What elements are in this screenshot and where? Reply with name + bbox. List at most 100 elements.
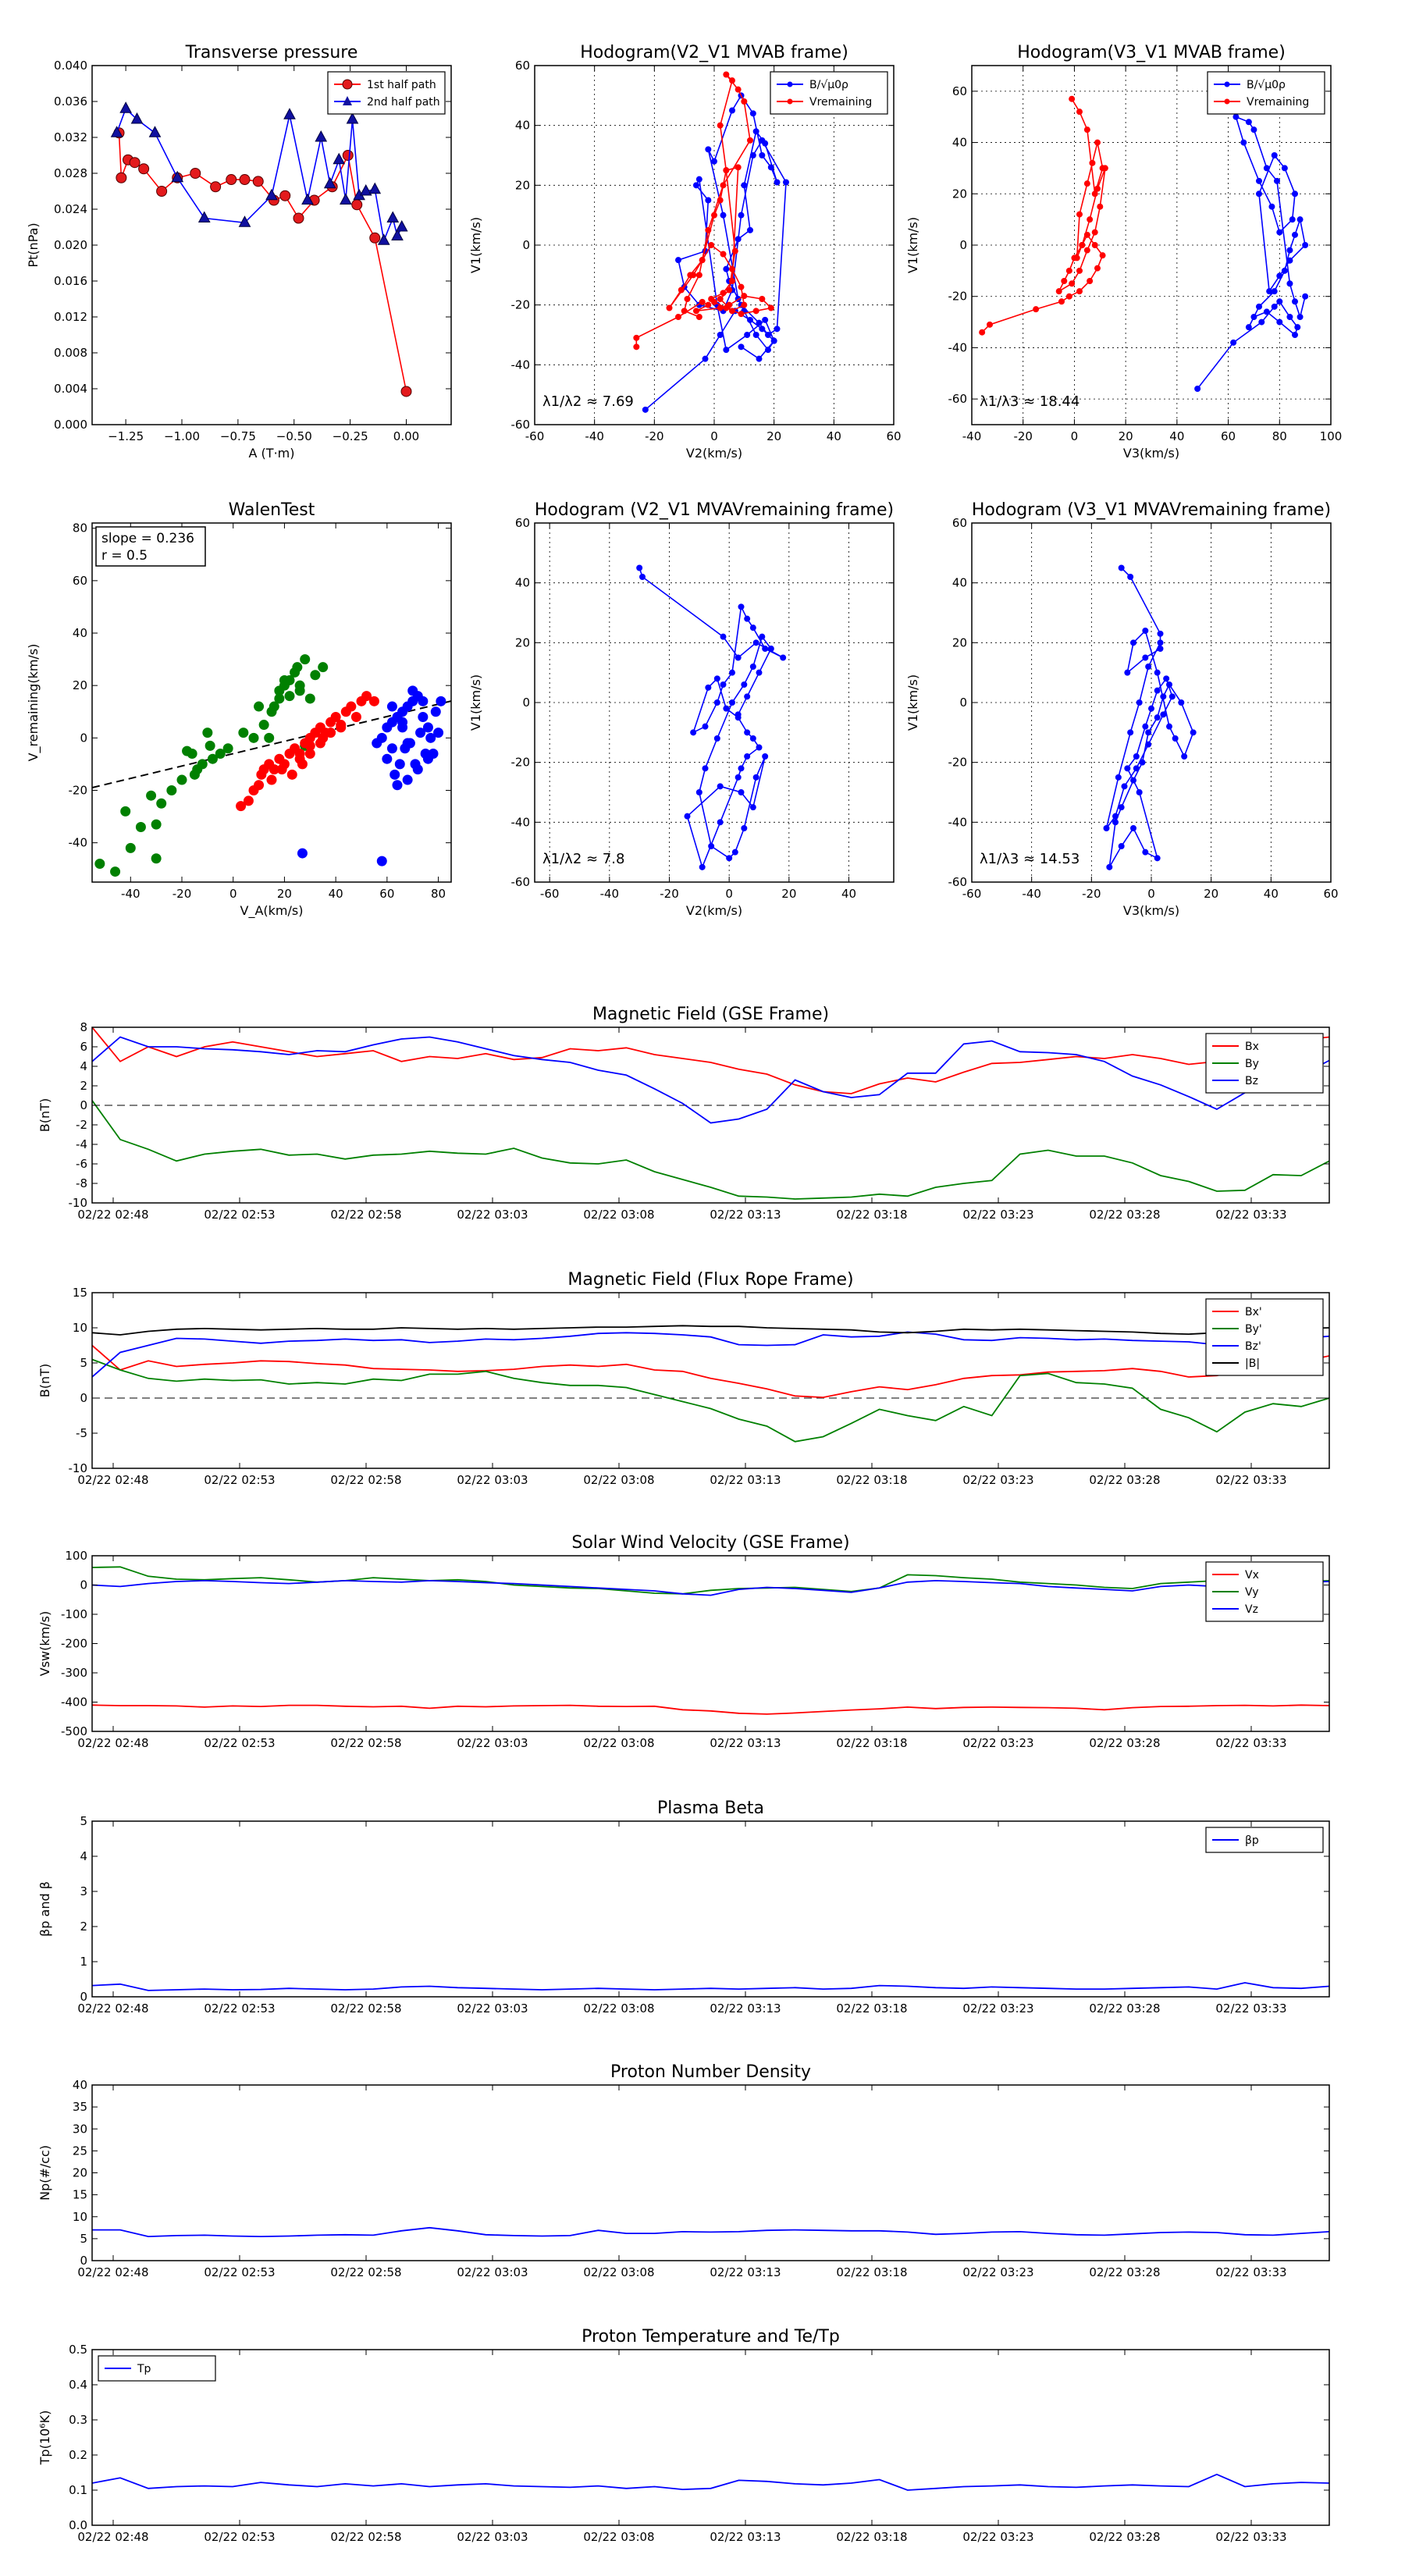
data-point	[1166, 681, 1172, 688]
data-point	[1065, 293, 1072, 300]
data-point	[1168, 693, 1176, 700]
plot-area	[92, 2473, 1329, 2491]
data-point	[1083, 126, 1090, 133]
x-tick-label: 02/22 03:33	[1215, 1736, 1286, 1750]
data-point	[1160, 711, 1167, 718]
data-point	[1124, 765, 1131, 772]
data-point	[731, 247, 738, 254]
data-point	[297, 759, 308, 770]
data-point	[1281, 165, 1288, 172]
y-tick-label: -40	[948, 340, 968, 354]
data-point	[1157, 630, 1164, 637]
y-tick-label: -20	[511, 298, 531, 312]
data-point	[359, 183, 372, 196]
data-point	[1061, 278, 1068, 284]
data-point	[1089, 159, 1096, 166]
data-point	[418, 711, 429, 722]
legend-frame	[770, 71, 888, 115]
data-point	[1245, 119, 1252, 126]
y-tick-label: 10	[73, 1321, 87, 1335]
data-point	[215, 748, 226, 759]
annotation-text: λ1/λ2 ≈ 7.69	[542, 393, 634, 410]
data-point	[1302, 242, 1309, 248]
x-tick-label: 02/22 03:13	[710, 1208, 781, 1222]
data-point	[752, 308, 759, 315]
data-point	[738, 212, 745, 219]
data-point	[1271, 152, 1278, 158]
data-point	[744, 753, 751, 760]
data-point	[741, 182, 748, 189]
data-point	[110, 866, 121, 877]
y-axis-label: βp and β	[37, 1881, 52, 1937]
legend-label: 2nd half path	[367, 96, 440, 109]
data-point	[254, 701, 265, 712]
data-point	[1297, 216, 1304, 223]
data-point	[120, 806, 131, 817]
x-tick-label: −0.50	[276, 429, 312, 443]
data-point	[192, 764, 203, 775]
chart-title: Hodogram (V3_V1 MVAVremaining frame)	[972, 500, 1331, 520]
data-point	[286, 769, 297, 780]
x-tick-label: 40	[1264, 887, 1279, 901]
series-line-3	[92, 1325, 1329, 1336]
legend-label: |B|	[1245, 1357, 1260, 1370]
data-point	[239, 174, 251, 186]
data-point	[762, 316, 769, 323]
data-point	[402, 738, 413, 749]
data-point	[729, 77, 735, 84]
x-tick-label: 02/22 02:53	[204, 1473, 275, 1487]
annotation-text: λ1/λ3 ≈ 14.53	[980, 851, 1080, 867]
x-tick-label: 40	[329, 887, 343, 901]
data-point	[780, 654, 787, 661]
y-tick-label: -2	[76, 1118, 87, 1132]
data-point	[720, 212, 727, 219]
data-point	[422, 722, 433, 733]
data-point	[1115, 774, 1122, 781]
data-point	[1289, 216, 1296, 223]
data-point	[1232, 113, 1240, 120]
y-tick-label: 20	[73, 678, 87, 692]
data-point	[1142, 849, 1149, 856]
plot-area	[979, 95, 1309, 392]
data-point	[1178, 699, 1185, 706]
data-point	[759, 326, 766, 333]
x-tick-label: 40	[827, 429, 841, 443]
y-tick-label: 80	[73, 521, 87, 535]
x-tick-label: 20	[1204, 887, 1218, 901]
x-tick-label: 02/22 03:03	[457, 2530, 528, 2544]
legend-label: Vremaining	[1247, 96, 1309, 109]
y-tick-label: -5	[76, 1426, 87, 1440]
data-point	[666, 304, 673, 311]
data-point	[681, 308, 688, 315]
data-point	[713, 699, 720, 706]
data-point	[756, 355, 763, 362]
data-point	[765, 332, 771, 338]
data-point	[156, 798, 167, 809]
y-tick-label: 0.008	[54, 346, 87, 360]
chart-panel-8: 02/22 02:48 02/22 02:53 02/22 02:58 02/22 0…	[37, 1533, 1330, 1750]
y-tick-label: 15	[73, 1286, 87, 1300]
data-point	[119, 101, 132, 113]
data-point	[729, 265, 735, 272]
x-tick-label: 02/22 03:28	[1089, 2265, 1160, 2279]
chart-panel-2: -40 -20 0 20 40 60 80 100 -60 -40 -20 0 20 40 60 Hodogr…	[905, 43, 1342, 461]
series-line-1	[92, 1100, 1329, 1200]
data-point	[1157, 639, 1164, 646]
data-point	[783, 179, 789, 186]
data-point	[741, 825, 748, 831]
data-point	[315, 130, 328, 142]
y-tick-label: 5	[80, 1814, 87, 1828]
y-tick-label: 5	[80, 1356, 87, 1370]
data-point	[222, 743, 233, 754]
data-point	[1130, 777, 1136, 784]
y-tick-label: 0	[80, 1391, 87, 1405]
data-point	[1230, 339, 1237, 346]
data-point	[1142, 723, 1149, 730]
x-tick-label: 02/22 03:13	[710, 1736, 781, 1750]
legend-frame	[1205, 1298, 1324, 1376]
data-point	[1154, 687, 1161, 694]
data-point	[752, 639, 759, 646]
chart-title: Plasma Beta	[657, 1799, 764, 1818]
data-point	[1271, 303, 1278, 310]
data-point	[226, 174, 237, 186]
